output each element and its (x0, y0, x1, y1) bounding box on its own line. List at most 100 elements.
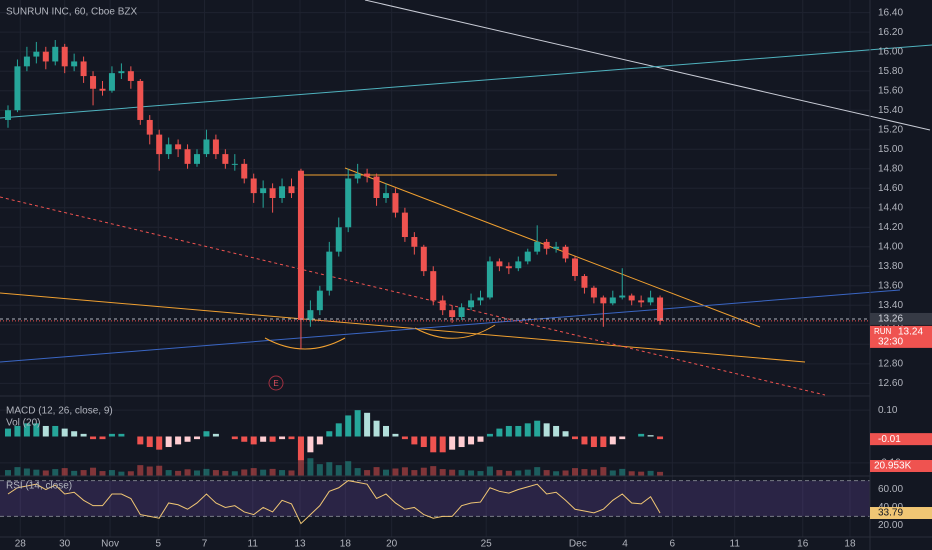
candle-body (581, 276, 588, 288)
y-tick-label: 0.10 (878, 405, 898, 416)
macd-bar (515, 425, 522, 437)
candle-body (80, 61, 87, 77)
rsi-tag-label: 33.79 (878, 508, 903, 519)
earnings-label[interactable]: E (273, 379, 278, 388)
candle-body (99, 88, 106, 91)
y-tick-label: 15.20 (878, 124, 903, 135)
macd-bar (194, 436, 200, 440)
x-tick-label: 11 (730, 539, 741, 550)
volume-bar (108, 470, 115, 476)
volume-bar (222, 470, 229, 476)
price-tag-label: 13.26 (878, 314, 903, 325)
volume-bar (477, 471, 484, 476)
candle-body (231, 163, 238, 165)
candle-body (553, 246, 560, 249)
macd-bar (373, 420, 380, 437)
macd-bar (146, 436, 153, 448)
volume-bar (411, 470, 418, 476)
volume-bar (345, 461, 352, 476)
macd-bar (401, 436, 408, 440)
candle-body (534, 241, 541, 252)
candle-body (250, 178, 257, 194)
countdown: 32:30 (878, 337, 903, 348)
macd-bar (609, 436, 616, 445)
volume-bar (203, 468, 210, 476)
macd-bar (118, 433, 125, 437)
candle-body (600, 297, 607, 304)
volume-bar (458, 470, 465, 476)
candle-body (373, 176, 380, 198)
macd-bar (231, 436, 238, 440)
candle-body (392, 193, 399, 213)
last-price-tag (870, 325, 932, 348)
macd-bar (458, 436, 465, 448)
volume-bar (137, 465, 144, 476)
macd-bar (335, 423, 342, 437)
volume-bar (212, 470, 219, 476)
x-tick-label: 20 (386, 539, 398, 550)
candle-body (71, 61, 78, 67)
candle-body (14, 66, 21, 111)
macd-bar (411, 436, 418, 445)
macd-bar (108, 433, 115, 437)
macd-bar (307, 436, 314, 453)
candle-body (619, 295, 626, 298)
x-tick-label: 25 (481, 539, 493, 550)
x-tick-label: 7 (202, 539, 208, 550)
volume-bar (420, 467, 427, 476)
candle-body (165, 144, 172, 155)
volume-bar (468, 470, 475, 476)
volume-bar (90, 467, 97, 476)
volume-bar (71, 470, 78, 476)
y-tick-label: 12.60 (878, 378, 903, 389)
volume-bar (307, 458, 314, 476)
candle-body (307, 310, 314, 320)
macd-tag-label: -0.01 (878, 434, 901, 445)
volume-tag (870, 460, 932, 472)
candle-body (364, 173, 371, 177)
volume-bar (61, 468, 68, 476)
candle-body (468, 300, 475, 308)
candle-body (61, 46, 68, 67)
volume-bar (638, 471, 645, 476)
candle-body (194, 154, 200, 164)
volume-bar (118, 471, 125, 476)
volume-bar (401, 467, 408, 476)
volume-bar (609, 470, 616, 476)
volume-bar (553, 471, 560, 476)
macd-bar (326, 431, 333, 437)
candle-body (33, 51, 40, 57)
candle-body (23, 56, 30, 67)
candle-body (524, 251, 531, 262)
x-tick-label: 4 (622, 539, 628, 550)
last-price-label: 13.24 (898, 327, 923, 338)
macd-bar (42, 425, 49, 437)
price-tag (870, 312, 932, 325)
candle-body (222, 154, 229, 164)
macd-bar (449, 436, 456, 450)
candle-body (316, 290, 323, 311)
candle-body (127, 71, 134, 81)
macd-tag (870, 433, 932, 446)
macd-bar (477, 436, 484, 442)
macd-bar (279, 436, 286, 440)
candle-body (52, 46, 59, 62)
y-tick-label: 14.20 (878, 222, 903, 233)
candle-body (401, 212, 408, 238)
earnings-marker[interactable] (268, 375, 284, 391)
volume-bar (392, 468, 399, 476)
volume-bar (581, 469, 588, 476)
symbol-tag: RUN (874, 327, 892, 336)
candle-body (42, 51, 49, 62)
candle-body (420, 246, 427, 272)
macd-bar (203, 431, 210, 437)
macd-bar (581, 436, 588, 445)
volume-bar (194, 470, 200, 476)
volume-bar (326, 462, 333, 476)
y-tick-label: 15.60 (878, 85, 903, 96)
candle-body (458, 307, 465, 317)
volume-bar (269, 468, 276, 476)
macd-bar (383, 425, 389, 437)
candle-body (496, 261, 503, 267)
